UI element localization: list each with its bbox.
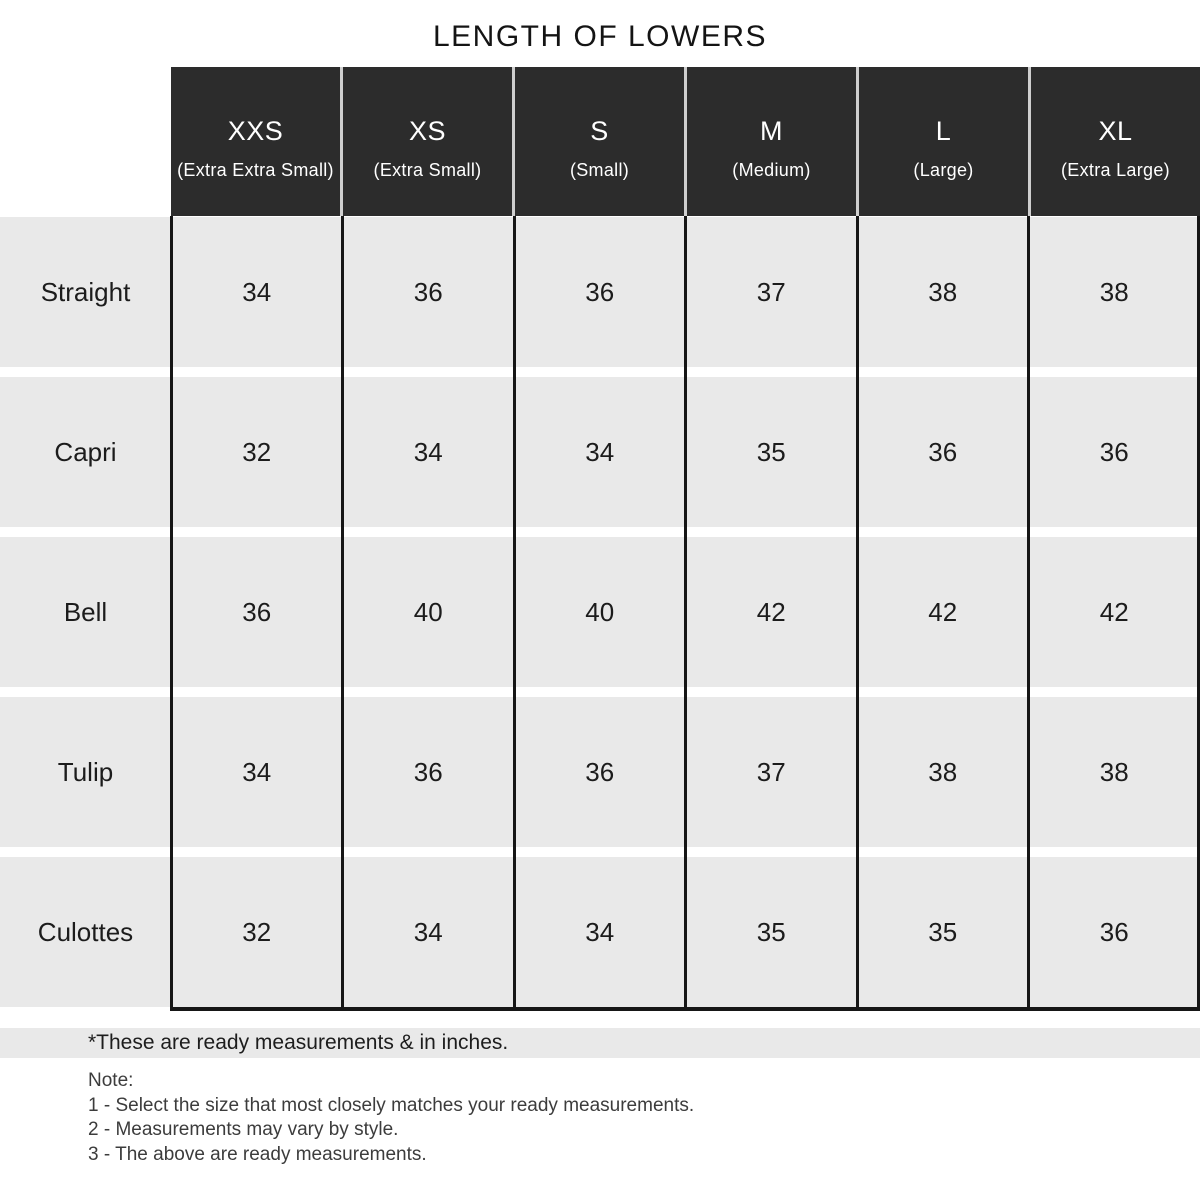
value-cell: 38 (1028, 697, 1200, 847)
value-cell: 34 (514, 857, 686, 1007)
value-cell: 36 (1028, 857, 1200, 1007)
column-divider (856, 216, 859, 1011)
row-label: Culottes (0, 857, 171, 1007)
row-label: Bell (0, 537, 171, 687)
value-cell: 36 (342, 217, 514, 367)
value-cell: 36 (1028, 377, 1200, 527)
value-cell: 38 (857, 697, 1029, 847)
size-full-name: (Extra Large) (1061, 160, 1170, 180)
value-cell: 36 (342, 697, 514, 847)
size-full-name: (Extra Extra Small) (177, 160, 334, 180)
size-code: XS (408, 116, 447, 146)
size-full-name: (Small) (569, 160, 630, 180)
note-heading: Note: (88, 1070, 134, 1091)
value-cell: 35 (685, 377, 857, 527)
column-divider (513, 216, 516, 1011)
value-cell: 36 (514, 217, 686, 367)
header-cell-xl: XL (Extra Large) (1028, 67, 1200, 216)
value-cell: 42 (685, 537, 857, 687)
value-cell: 38 (857, 217, 1029, 367)
note-item-1: 1 - Select the size that most closely ma… (88, 1094, 695, 1116)
value-cell: 38 (1028, 217, 1200, 367)
size-code: M (760, 116, 783, 146)
column-divider (684, 216, 687, 1011)
row-label: Straight (0, 217, 171, 367)
size-code: S (590, 116, 609, 146)
size-full-name: (Extra Small) (373, 160, 482, 180)
value-cell: 32 (171, 377, 343, 527)
size-full-name: (Large) (913, 160, 974, 180)
size-full-name: (Medium) (732, 160, 811, 180)
value-cell: 37 (685, 697, 857, 847)
value-cell: 37 (685, 217, 857, 367)
value-cell: 34 (342, 857, 514, 1007)
note-item-2: 2 - Measurements may vary by style. (88, 1119, 399, 1140)
page-title: LENGTH OF LOWERS (432, 20, 768, 53)
table-row-capri: Capri 32 34 34 35 36 36 (0, 377, 1200, 527)
header-cell-xxs: XXS (Extra Extra Small) (171, 67, 340, 216)
table-row-straight: Straight 34 36 36 37 38 38 (0, 217, 1200, 367)
value-cell: 34 (342, 377, 514, 527)
table-row-culottes: Culottes 32 34 34 35 35 36 (0, 857, 1200, 1007)
value-cell: 42 (857, 537, 1029, 687)
value-cell: 35 (685, 857, 857, 1007)
table-bottom-border (171, 1007, 1200, 1011)
size-header-row: XXS (Extra Extra Small) XS (Extra Small)… (171, 67, 1200, 216)
size-code: XXS (227, 116, 284, 146)
size-code: XL (1098, 116, 1133, 146)
column-divider (170, 216, 173, 1011)
table-row-bell: Bell 36 40 40 42 42 42 (0, 537, 1200, 687)
value-cell: 32 (171, 857, 343, 1007)
footnote-text: *These are ready measurements & in inche… (88, 1031, 509, 1054)
column-divider (1027, 216, 1030, 1011)
footnote-bar: *These are ready measurements & in inche… (0, 1028, 1200, 1058)
value-cell: 36 (171, 537, 343, 687)
value-cell: 40 (514, 537, 686, 687)
table-row-tulip: Tulip 34 36 36 37 38 38 (0, 697, 1200, 847)
notes-block: Note: 1 - Select the size that most clos… (88, 1069, 694, 1167)
size-table-body: Straight 34 36 36 37 38 38 Capri 32 34 3… (0, 217, 1200, 1017)
value-cell: 35 (857, 857, 1029, 1007)
header-cell-s: S (Small) (512, 67, 684, 216)
header-cell-xs: XS (Extra Small) (340, 67, 512, 216)
row-label: Tulip (0, 697, 171, 847)
note-item-3: 3 - The above are ready measurements. (88, 1143, 427, 1165)
value-cell: 40 (342, 537, 514, 687)
column-divider (1197, 216, 1200, 1011)
value-cell: 36 (514, 697, 686, 847)
value-cell: 42 (1028, 537, 1200, 687)
header-cell-l: L (Large) (856, 67, 1028, 216)
value-cell: 34 (514, 377, 686, 527)
value-cell: 34 (171, 217, 343, 367)
header-cell-m: M (Medium) (684, 67, 856, 216)
value-cell: 36 (857, 377, 1029, 527)
column-divider (341, 216, 344, 1011)
value-cell: 34 (171, 697, 343, 847)
size-code: L (935, 116, 952, 146)
row-label: Capri (0, 377, 171, 527)
